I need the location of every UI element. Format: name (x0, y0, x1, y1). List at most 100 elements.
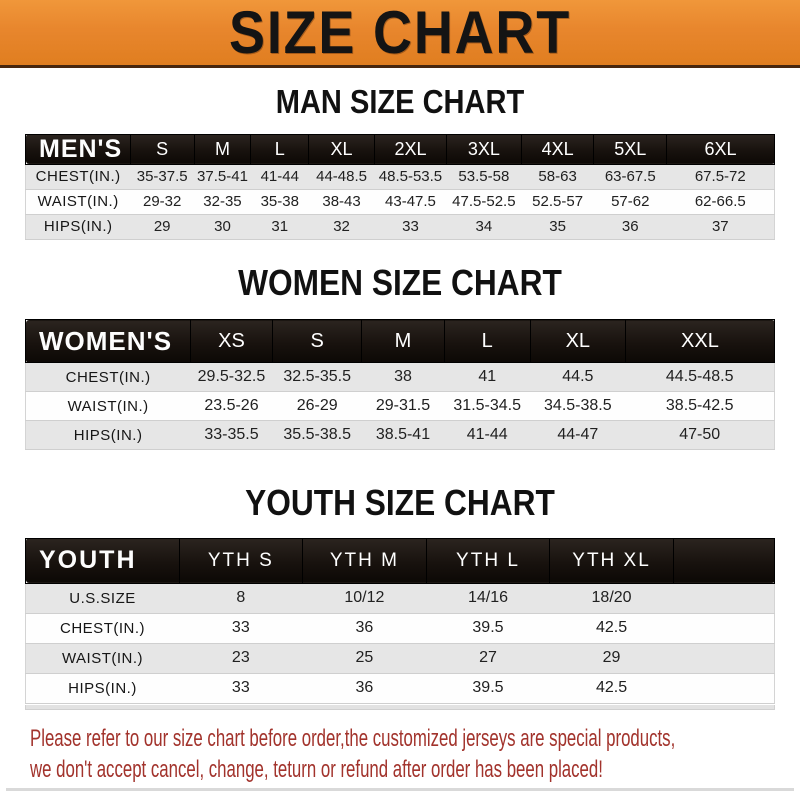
men-size-table: MEN'S S M L XL 2XL 3XL 4XL 5XL 6XL CHEST(IN.) 35-37… (25, 133, 775, 240)
column-header: 6XL (666, 133, 775, 165)
row-label: CHEST(IN.) (25, 612, 180, 644)
cell: 39.5 (426, 612, 550, 644)
cell: 67.5-72 (666, 163, 775, 190)
cell: 18/20 (549, 582, 674, 614)
row-label: HIPS(IN.) (25, 213, 131, 240)
column-header: M (193, 133, 252, 165)
cell: 44.5 (530, 362, 626, 393)
footer-notice: Please refer to our size chart before or… (30, 723, 800, 785)
row-label: CHEST(IN.) (25, 362, 191, 393)
row-label: WAIST(IN.) (25, 642, 180, 674)
row-label: HIPS(IN.) (25, 420, 191, 451)
cell: 41-44 (444, 420, 531, 451)
cell: 25 (302, 642, 427, 674)
cell: 31 (250, 213, 309, 240)
cell: 58-63 (521, 163, 594, 190)
column-header: YTH S (178, 537, 304, 584)
cell: 29.5-32.5 (190, 362, 273, 393)
column-header: L (250, 133, 310, 165)
cell: 44-47 (530, 420, 626, 451)
cell: 41-44 (250, 163, 309, 190)
table-row: HIPS(IN.) 33 36 39.5 42.5 (25, 672, 776, 704)
youth-size-table: YOUTH YTH S YTH M YTH L YTH XL U.S.SIZE 8 10/12… (25, 537, 776, 704)
cell: 38-43 (308, 188, 375, 215)
column-header: YTH M (302, 537, 427, 584)
cell: 38.5-41 (361, 420, 445, 451)
cell: 53.5-58 (446, 163, 522, 190)
size-chart-banner: SIZE CHART (0, 0, 800, 68)
corner-label: YOUTH (25, 537, 180, 584)
cell: 26-29 (272, 391, 362, 422)
cell: 32-35 (194, 188, 251, 215)
column-header: S (129, 133, 195, 165)
cell: 35.5-38.5 (272, 420, 362, 451)
column-header: L (443, 319, 531, 364)
cell: 36 (593, 213, 667, 240)
column-header: XL (308, 133, 376, 165)
cell: 37 (666, 213, 775, 240)
cell (673, 612, 776, 644)
cell: 38 (361, 362, 445, 393)
cell: 62-66.5 (666, 188, 775, 215)
cell: 33 (179, 672, 303, 704)
table-bottom-strip (25, 704, 775, 710)
column-header: 3XL (445, 133, 522, 165)
women-size-table: WOMEN'S XS S M L XL XXL CHEST(IN.) 29.5-32.5 32.5… (25, 319, 776, 451)
notice-line-2: we don't accept cancel, change, teturn o… (30, 755, 603, 783)
column-header: 4XL (520, 133, 595, 165)
cell: 35-37.5 (130, 163, 195, 190)
section-youth: YOUTH SIZE CHART YOUTH YTH S YTH M YTH L YTH … (0, 482, 800, 710)
cell: 47.5-52.5 (446, 188, 522, 215)
cell: 63-67.5 (593, 163, 667, 190)
cell (673, 582, 776, 614)
row-label: U.S.SIZE (25, 582, 180, 614)
youth-header-row: YOUTH YTH S YTH M YTH L YTH XL (25, 537, 776, 584)
cell: 37.5-41 (194, 163, 251, 190)
cell: 29 (549, 642, 674, 674)
bottom-rule (6, 787, 794, 791)
cell: 52.5-57 (521, 188, 594, 215)
cell: 36 (302, 672, 427, 704)
cell: 42.5 (549, 672, 674, 704)
banner-title: SIZE CHART (229, 0, 571, 66)
table-row: U.S.SIZE 8 10/12 14/16 18/20 (25, 582, 776, 614)
men-section-heading: MAN SIZE CHART (275, 83, 525, 120)
cell: 29-32 (130, 188, 195, 215)
cell: 8 (179, 582, 303, 614)
cell: 14/16 (426, 582, 550, 614)
table-row: WAIST(IN.) 29-32 32-35 35-38 38-43 43-47.5 47.… (25, 188, 775, 215)
cell: 23 (179, 642, 303, 674)
column-header: 5XL (593, 133, 668, 165)
cell: 38.5-42.5 (625, 391, 776, 422)
column-header: XXL (624, 319, 776, 364)
women-header-row: WOMEN'S XS S M L XL XXL (25, 319, 776, 364)
table-row: CHEST(IN.) 35-37.5 37.5-41 41-44 44-48.5 48.5… (25, 163, 775, 190)
column-header: M (361, 319, 445, 364)
table-row: CHEST(IN.) 33 36 39.5 42.5 (25, 612, 776, 644)
cell: 36 (302, 612, 427, 644)
cell (673, 672, 776, 704)
cell: 33 (179, 612, 303, 644)
cell: 48.5-53.5 (374, 163, 447, 190)
row-label: HIPS(IN.) (25, 672, 180, 704)
cell: 30 (194, 213, 251, 240)
column-header: S (272, 319, 363, 364)
cell: 34 (446, 213, 522, 240)
cell: 32 (308, 213, 375, 240)
table-row: WAIST(IN.) 23.5-26 26-29 29-31.5 31.5-34.5 34… (25, 391, 776, 422)
section-women: WOMEN SIZE CHART WOMEN'S XS S M L XL XXL CHEST(I… (0, 261, 800, 451)
cell: 34.5-38.5 (530, 391, 626, 422)
cell: 33 (374, 213, 447, 240)
cell: 27 (426, 642, 550, 674)
cell: 47-50 (625, 420, 776, 451)
youth-section-heading: YOUTH SIZE CHART (245, 482, 555, 524)
notice-line-1: Please refer to our size chart before or… (30, 724, 676, 752)
cell: 57-62 (593, 188, 667, 215)
corner-label: MEN'S (25, 133, 131, 165)
cell: 41 (444, 362, 531, 393)
row-label: WAIST(IN.) (25, 188, 131, 215)
cell: 23.5-26 (190, 391, 273, 422)
men-header-row: MEN'S S M L XL 2XL 3XL 4XL 5XL 6XL (25, 133, 775, 165)
table-row: HIPS(IN.) 33-35.5 35.5-38.5 38.5-41 41-44 44-… (25, 420, 776, 451)
women-section-heading: WOMEN SIZE CHART (238, 261, 562, 303)
